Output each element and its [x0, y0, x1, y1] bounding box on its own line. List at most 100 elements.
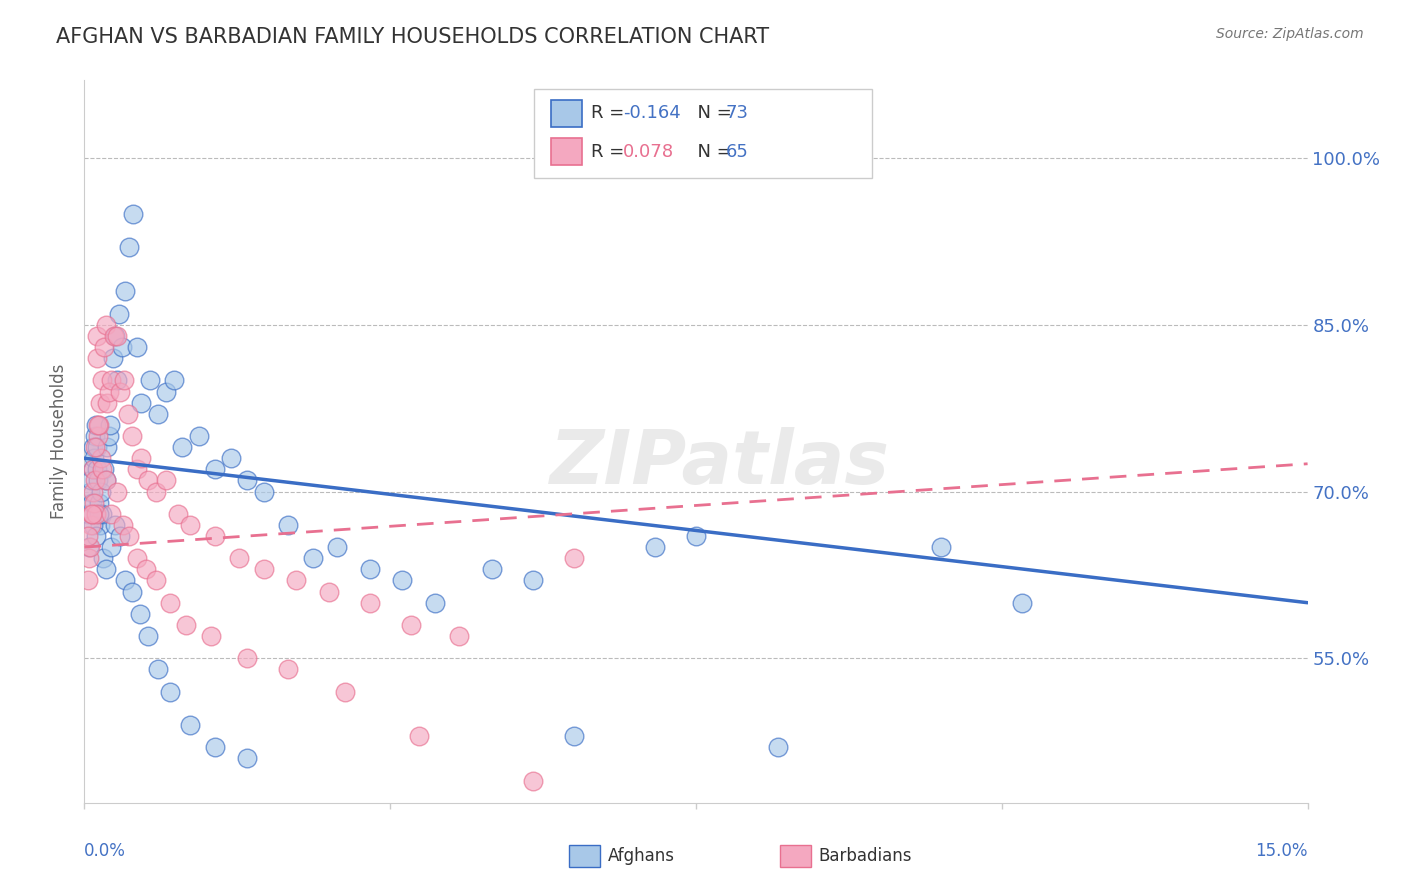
Point: [236, 474, 259, 488]
Point: [187, 429, 209, 443]
Point: [167, 507, 190, 521]
Point: [277, 517, 299, 532]
Point: [96, 474, 118, 488]
Point: [408, 729, 430, 743]
Point: [391, 574, 413, 588]
Point: [103, 329, 125, 343]
Point: [159, 684, 181, 698]
Point: [84, 417, 107, 432]
Point: [105, 484, 128, 499]
Point: [326, 540, 349, 554]
Point: [83, 451, 105, 466]
Point: [94, 474, 117, 488]
Point: [86, 440, 108, 454]
Point: [100, 507, 122, 521]
Point: [136, 474, 159, 488]
Point: [108, 307, 131, 321]
Point: [105, 373, 128, 387]
Point: [111, 517, 134, 532]
Text: Barbadians: Barbadians: [818, 847, 912, 865]
Point: [172, 440, 194, 454]
Point: [131, 395, 153, 409]
Point: [1011, 596, 1033, 610]
Point: [423, 596, 446, 610]
Text: 0.0%: 0.0%: [84, 842, 127, 860]
Point: [122, 207, 145, 221]
Text: R =: R =: [591, 104, 630, 122]
Point: [146, 662, 169, 676]
Point: [179, 718, 201, 732]
Text: ZIPatlas: ZIPatlas: [550, 426, 890, 500]
Point: [83, 496, 105, 510]
Point: [114, 285, 136, 299]
Point: [125, 462, 148, 476]
Text: AFGHAN VS BARBADIAN FAMILY HOUSEHOLDS CORRELATION CHART: AFGHAN VS BARBADIAN FAMILY HOUSEHOLDS CO…: [56, 27, 769, 46]
Point: [79, 484, 101, 499]
Point: [179, 517, 201, 532]
Point: [100, 540, 122, 554]
Point: [112, 373, 135, 387]
Text: -0.164: -0.164: [623, 104, 681, 122]
Point: [100, 417, 122, 432]
Point: [522, 574, 544, 588]
Text: N =: N =: [686, 143, 738, 161]
Point: [93, 340, 115, 354]
Point: [131, 451, 153, 466]
Point: [110, 529, 132, 543]
Text: 15.0%: 15.0%: [1256, 842, 1308, 860]
Point: [80, 496, 103, 510]
Point: [449, 629, 471, 643]
Point: [118, 240, 141, 254]
Point: [159, 596, 181, 610]
Point: [228, 551, 250, 566]
Point: [82, 462, 104, 476]
Point: [236, 651, 259, 665]
Point: [84, 529, 107, 543]
Point: [146, 407, 169, 421]
Point: [80, 474, 103, 488]
Point: [82, 462, 104, 476]
Point: [87, 417, 110, 432]
Point: [82, 517, 104, 532]
Point: [136, 629, 159, 643]
Point: [174, 618, 197, 632]
Text: Afghans: Afghans: [607, 847, 675, 865]
Point: [84, 429, 107, 443]
Point: [77, 529, 100, 543]
Point: [318, 584, 340, 599]
Point: [87, 474, 110, 488]
Point: [219, 451, 242, 466]
Text: Source: ZipAtlas.com: Source: ZipAtlas.com: [1216, 27, 1364, 41]
Point: [253, 562, 276, 576]
Point: [100, 373, 122, 387]
Point: [135, 562, 157, 576]
Point: [93, 462, 115, 476]
Point: [138, 373, 160, 387]
Point: [163, 373, 186, 387]
Y-axis label: Family Households: Family Households: [51, 364, 69, 519]
Point: [117, 407, 139, 421]
Point: [91, 373, 114, 387]
Text: 65: 65: [725, 143, 748, 161]
Point: [76, 574, 98, 588]
Point: [86, 351, 108, 366]
Point: [127, 551, 149, 566]
Point: [204, 529, 226, 543]
Point: [766, 740, 789, 755]
Point: [82, 484, 104, 499]
Point: [97, 384, 120, 399]
Point: [301, 551, 323, 566]
Point: [562, 551, 585, 566]
Point: [91, 507, 114, 521]
Text: R =: R =: [591, 143, 630, 161]
Point: [87, 496, 110, 510]
Point: [105, 329, 128, 343]
Point: [121, 429, 143, 443]
Point: [114, 574, 136, 588]
Point: [204, 462, 226, 476]
Point: [562, 729, 585, 743]
Point: [277, 662, 299, 676]
Point: [96, 562, 118, 576]
Point: [77, 540, 100, 554]
Point: [77, 551, 100, 566]
